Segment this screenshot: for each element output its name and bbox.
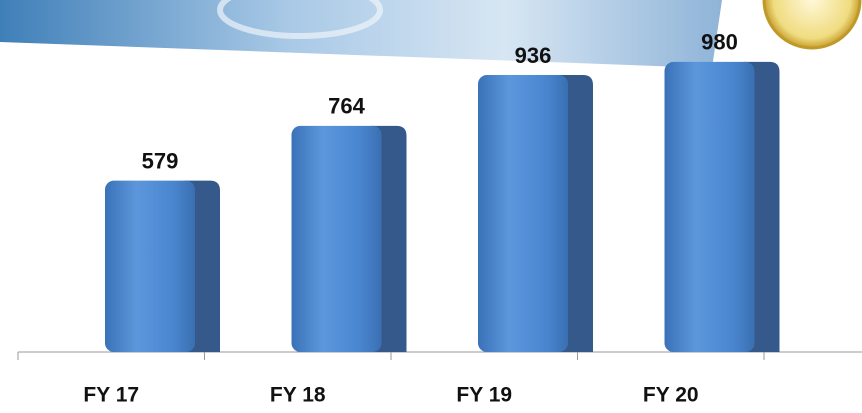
- x-tick-label: FY 18: [270, 384, 326, 407]
- bar: [478, 74, 568, 352]
- value-label: 764: [328, 94, 365, 119]
- value-label: 980: [701, 30, 738, 55]
- value-label: 579: [142, 148, 179, 173]
- logo: [762, 0, 862, 50]
- bar: [105, 180, 195, 352]
- banner: [0, 0, 722, 68]
- x-tick-label: FY 19: [456, 384, 512, 407]
- banner-swirl: [217, 0, 383, 39]
- x-tick-label: FY 20: [643, 384, 699, 407]
- plot-area: 579 FY 17 764 FY 18 936 FY 19 980 FY 20: [17, 30, 862, 407]
- value-label: 936: [515, 43, 552, 68]
- x-tick-label: FY 17: [83, 384, 139, 407]
- bar: [291, 125, 382, 352]
- bar: [664, 61, 755, 353]
